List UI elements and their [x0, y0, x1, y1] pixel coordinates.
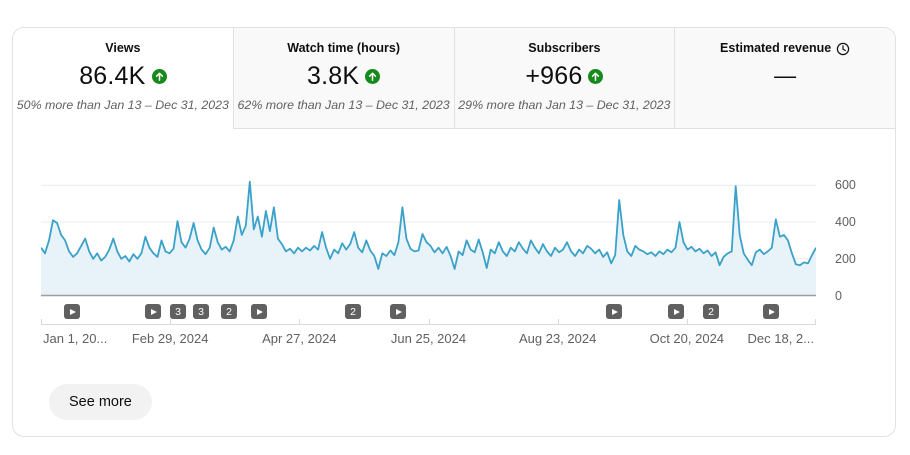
x-axis-tick-label: Oct 20, 2024: [649, 331, 725, 346]
x-axis-tick: [815, 319, 816, 324]
x-axis-tick: [686, 319, 688, 324]
x-axis-tick-label: Jan 1, 20...: [43, 331, 108, 346]
x-axis-tick-label: Jun 25, 2024: [390, 331, 467, 346]
metric-tabs: Views 86.4K 50% more than Jan 13 – Dec 3…: [13, 28, 895, 129]
trend-up-icon: [151, 68, 167, 84]
y-axis-tick-label: 200: [835, 251, 856, 266]
x-axis-tick: [41, 319, 42, 324]
video-count-label: 2: [708, 305, 714, 318]
tab-estimated-revenue[interactable]: Estimated revenue —: [674, 28, 895, 129]
subscribers-value: +966: [525, 62, 583, 90]
play-icon: [69, 308, 76, 315]
video-count-label: 3: [198, 305, 204, 318]
views-comparison: 50% more than Jan 13 – Dec 31, 2023: [16, 98, 229, 112]
video-marker-play[interactable]: [668, 304, 684, 319]
clock-icon: [836, 42, 850, 56]
play-icon: [611, 308, 618, 315]
x-axis-tick-label: Aug 23, 2024: [518, 331, 597, 346]
views-label: Views: [105, 41, 141, 55]
x-axis-tick: [557, 319, 559, 324]
tab-views[interactable]: Views 86.4K 50% more than Jan 13 – Dec 3…: [13, 28, 233, 129]
video-marker-play[interactable]: [606, 304, 622, 319]
x-axis-tick-label: Feb 29, 2024: [131, 331, 209, 346]
video-marker-play[interactable]: [251, 304, 267, 319]
estimated-revenue-value: —: [774, 63, 797, 88]
watch-time-comparison: 62% more than Jan 13 – Dec 31, 2023: [237, 98, 450, 112]
see-more-button[interactable]: See more: [49, 384, 152, 420]
x-axis-tick: [170, 319, 172, 324]
video-count-label: 3: [175, 305, 181, 318]
trend-up-icon: [365, 68, 381, 84]
series-area-fill: [41, 181, 816, 296]
play-icon: [768, 308, 775, 315]
video-marker-play[interactable]: [763, 304, 779, 319]
y-axis-tick-label: 600: [835, 178, 856, 193]
play-icon: [395, 308, 402, 315]
video-marker-count[interactable]: 2: [345, 304, 361, 319]
x-axis-tick-label: Dec 18, 2...: [747, 331, 814, 346]
views-line-chart[interactable]: [41, 171, 816, 298]
play-icon: [256, 308, 263, 315]
subscribers-comparison: 29% more than Jan 13 – Dec 31, 2023: [458, 98, 671, 112]
tab-watch-time[interactable]: Watch time (hours) 3.8K 62% more than Ja…: [232, 28, 454, 129]
video-count-label: 2: [226, 305, 232, 318]
video-marker-play[interactable]: [390, 304, 406, 319]
play-icon: [673, 308, 680, 315]
watch-time-value: 3.8K: [307, 62, 360, 90]
x-axis-tick: [299, 319, 301, 324]
estimated-revenue-label: Estimated revenue: [720, 41, 832, 55]
y-axis-tick-label: 0: [835, 288, 842, 303]
series-line: [41, 180, 816, 270]
video-marker-count[interactable]: 2: [703, 304, 719, 319]
video-marker-play[interactable]: [145, 304, 161, 319]
trend-up-icon: [588, 68, 604, 84]
x-axis-tick: [428, 319, 430, 324]
video-marker-count[interactable]: 3: [170, 304, 186, 319]
video-marker-count[interactable]: 2: [221, 304, 237, 319]
video-count-label: 2: [350, 305, 356, 318]
y-axis-tick-label: 400: [835, 215, 856, 230]
tab-subscribers[interactable]: Subscribers +966 29% more than Jan 13 – …: [453, 28, 675, 129]
channel-analytics-card: Views 86.4K 50% more than Jan 13 – Dec 3…: [12, 27, 896, 437]
subscribers-label: Subscribers: [528, 41, 601, 55]
views-value: 86.4K: [79, 62, 146, 90]
play-icon: [150, 308, 157, 315]
x-axis-line: [41, 324, 816, 325]
video-marker-play[interactable]: [64, 304, 80, 319]
watch-time-label: Watch time (hours): [287, 41, 400, 55]
video-marker-count[interactable]: 3: [193, 304, 209, 319]
x-axis-tick-label: Apr 27, 2024: [262, 331, 337, 346]
